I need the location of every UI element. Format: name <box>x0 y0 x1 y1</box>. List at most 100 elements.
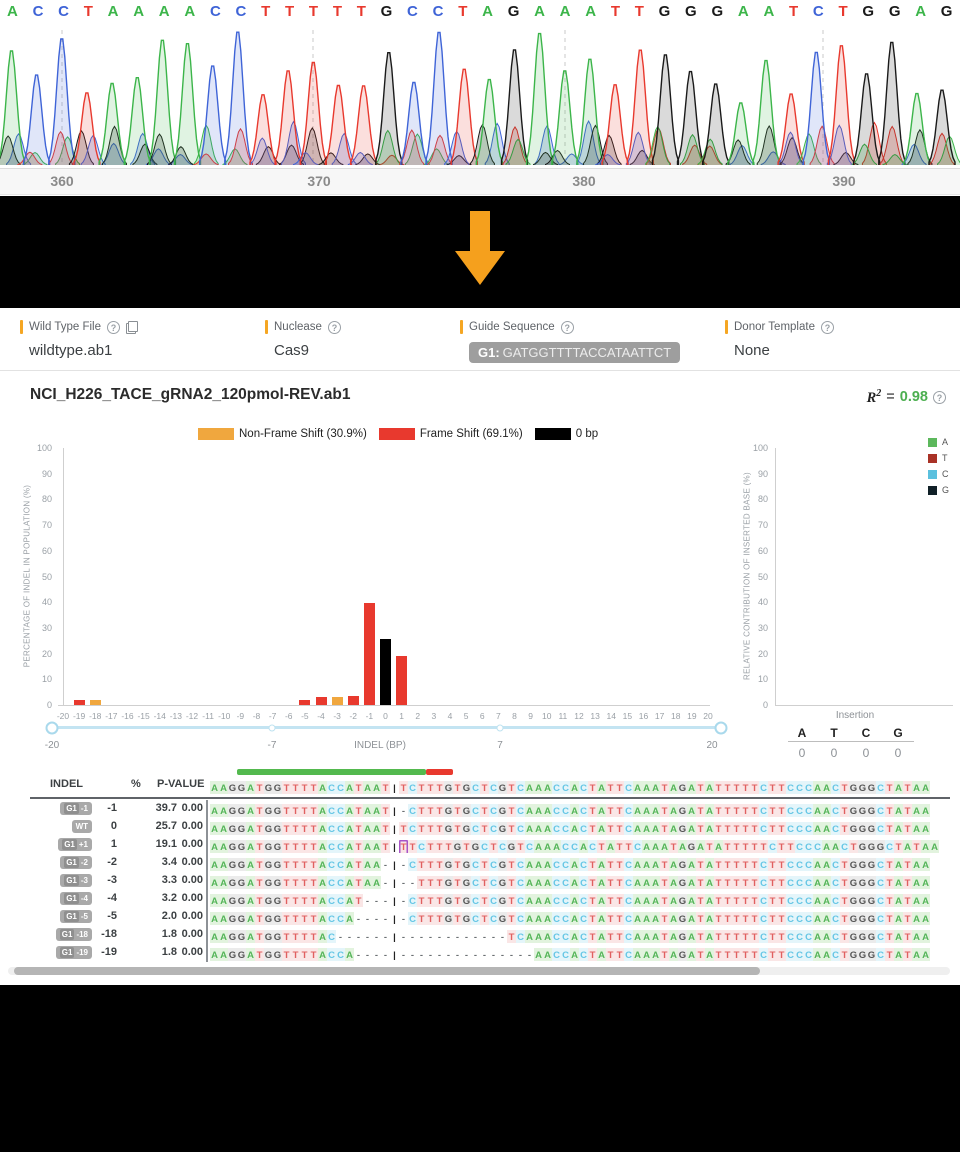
down-arrow-icon <box>453 211 507 287</box>
base-cell: A <box>345 948 354 961</box>
base-cell: T <box>840 858 849 871</box>
base-cell: T <box>615 876 624 889</box>
base-cell: T <box>777 781 786 794</box>
base-cell: T <box>741 781 750 794</box>
base-cell: - <box>437 932 442 943</box>
base-cell: T <box>705 840 714 853</box>
base-cell: T <box>309 822 318 835</box>
base-cell: - <box>491 950 496 961</box>
base-cell: T <box>615 858 624 871</box>
base-cell: T <box>300 804 309 817</box>
base-cell: A <box>318 840 327 853</box>
base-cell: C <box>624 781 633 794</box>
base-cell: A <box>210 930 219 943</box>
base-cell: A <box>687 912 696 925</box>
base-cell: T <box>696 894 705 907</box>
base-cell: A <box>534 781 543 794</box>
help-icon[interactable]: ? <box>107 320 121 334</box>
x-tick-label: 17 <box>654 711 665 721</box>
base-cell: G <box>228 840 237 853</box>
base-cell: T <box>309 912 318 925</box>
alignment-row: G1 -1 -1 39.7 0.00 A A G G A T G G T T T T A C C A T A A T | - C T T T… <box>0 800 960 818</box>
base-cell: A <box>318 876 327 889</box>
base-cell: C <box>795 822 804 835</box>
base-call-letter: T <box>838 3 848 20</box>
y-tick-label: 70 <box>41 520 52 531</box>
insertion-table-header-T: T <box>830 726 838 740</box>
base-cell: G <box>237 781 246 794</box>
base-cell: A <box>597 822 606 835</box>
base-cell: T <box>282 912 291 925</box>
base-cell: T <box>354 781 363 794</box>
base-cell: A <box>705 804 714 817</box>
base-cell: C <box>579 822 588 835</box>
base-cell: A <box>543 822 552 835</box>
base-cell: - <box>419 932 424 943</box>
alignment-header-indel: INDEL <box>50 778 83 790</box>
base-cell: C <box>804 948 813 961</box>
help-icon[interactable]: ? <box>820 320 834 334</box>
base-cell: T <box>453 858 462 871</box>
base-cell: A <box>633 876 642 889</box>
base-cell: G <box>849 948 858 961</box>
base-cell: A <box>813 930 822 943</box>
indel-range-slider-track[interactable] <box>52 726 721 729</box>
help-icon[interactable]: ? <box>933 390 946 404</box>
help-icon[interactable]: ? <box>560 320 574 334</box>
base-cell: G <box>462 894 471 907</box>
base-cell: A <box>525 876 534 889</box>
base-cell: A <box>822 876 831 889</box>
help-icon[interactable]: ? <box>327 320 341 334</box>
base-cell: T <box>381 840 390 853</box>
copy-icon[interactable] <box>126 320 139 334</box>
base-call-letter: C <box>812 3 824 20</box>
base-cell: G <box>264 840 273 853</box>
base-cell: C <box>804 804 813 817</box>
x-tick-label: 14 <box>606 711 616 721</box>
base-cell: T <box>768 894 777 907</box>
base-cell: T <box>777 894 786 907</box>
base-cell: T <box>696 876 705 889</box>
base-cell: A <box>534 858 543 871</box>
base-cell: A <box>543 858 552 871</box>
base-cell: T <box>354 894 363 907</box>
base-cell: T <box>300 912 309 925</box>
indel-badge: WT <box>71 820 92 833</box>
base-cell: T <box>840 912 849 925</box>
base-cell: A <box>534 822 543 835</box>
x-tick-label: 16 <box>638 711 649 721</box>
base-cell: C <box>327 804 336 817</box>
base-cell: - <box>401 860 406 871</box>
x-tick-label: 10 <box>542 711 552 721</box>
x-tick-label: 11 <box>558 711 568 721</box>
slider-handle-right[interactable] <box>714 721 728 734</box>
base-cell: | <box>393 896 396 907</box>
x-tick-label: 20 <box>703 711 713 721</box>
base-cell: A <box>651 804 660 817</box>
base-cell: T <box>435 912 444 925</box>
base-cell: T <box>606 930 615 943</box>
indel-bar-0 <box>380 638 391 705</box>
x-tick-label: -14 <box>153 711 166 721</box>
badge-guide-prefix: G1 <box>64 803 79 814</box>
y-axis-title: PERCENTAGE OF INDEL IN POPULATION (%) <box>22 484 32 668</box>
base-cell: A <box>651 876 660 889</box>
badge-label: -1 <box>80 804 88 813</box>
base-cell: C <box>327 948 336 961</box>
base-cell: C <box>759 948 768 961</box>
slider-handle-left[interactable] <box>45 721 59 734</box>
base-call-letter: A <box>585 3 597 20</box>
base-cell: G <box>867 876 876 889</box>
base-call-letter: T <box>308 3 319 20</box>
base-cell: C <box>561 858 570 871</box>
base-cell: C <box>579 804 588 817</box>
horizontal-scrollbar-thumb[interactable] <box>14 967 760 975</box>
base-cell: G <box>498 894 507 907</box>
base-cell: A <box>525 912 534 925</box>
base-cell: A <box>705 781 714 794</box>
inserted-base-cell: T <box>399 840 408 853</box>
slider-dot-left <box>268 724 276 731</box>
base-cell: T <box>309 858 318 871</box>
base-cell: T <box>615 948 624 961</box>
